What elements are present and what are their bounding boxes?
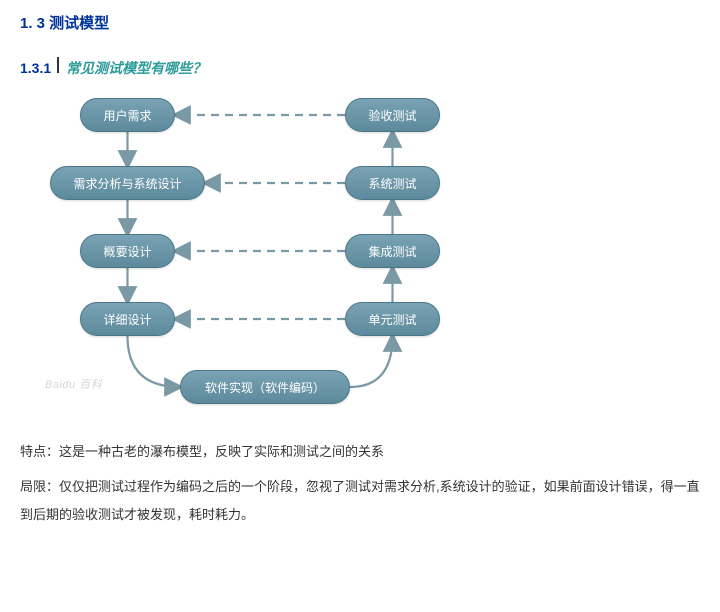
text-cursor <box>57 57 59 73</box>
subsection-number: 1.3.1 <box>20 60 51 76</box>
subsection-title: 常见测试模型有哪些？ <box>66 58 206 78</box>
subsection-row: 1.3.1 常见测试模型有哪些？ <box>20 57 700 78</box>
flow-node-t3: 集成测试 <box>345 234 440 268</box>
para-label: 局限： <box>20 479 59 494</box>
para-text: 仅仅把测试过程作为编码之后的一个阶段，忽视了测试对需求分析,系统设计的验证，如果… <box>20 479 700 523</box>
paragraph-features: 特点：这是一种古老的瀑布模型，反映了实际和测试之间的关系 <box>20 438 700 467</box>
v-model-diagram: Baidu 百科 用户需求需求分析与系统设计概要设计详细设计软件实现（软件编码）… <box>45 88 485 418</box>
flow-node-n2: 需求分析与系统设计 <box>50 166 205 200</box>
flow-node-t1: 验收测试 <box>345 98 440 132</box>
flow-node-t2: 系统测试 <box>345 166 440 200</box>
flow-node-t4: 单元测试 <box>345 302 440 336</box>
watermark: Baidu 百科 <box>45 376 102 392</box>
section-heading: 1. 3 测试模型 <box>20 12 700 33</box>
flow-node-n3: 概要设计 <box>80 234 175 268</box>
flow-node-n5: 软件实现（软件编码） <box>180 370 350 404</box>
flow-node-n4: 详细设计 <box>80 302 175 336</box>
paragraph-limits: 局限：仅仅把测试过程作为编码之后的一个阶段，忽视了测试对需求分析,系统设计的验证… <box>20 473 700 530</box>
para-label: 特点： <box>20 444 59 459</box>
flow-node-n1: 用户需求 <box>80 98 175 132</box>
para-text: 这是一种古老的瀑布模型，反映了实际和测试之间的关系 <box>59 444 384 459</box>
